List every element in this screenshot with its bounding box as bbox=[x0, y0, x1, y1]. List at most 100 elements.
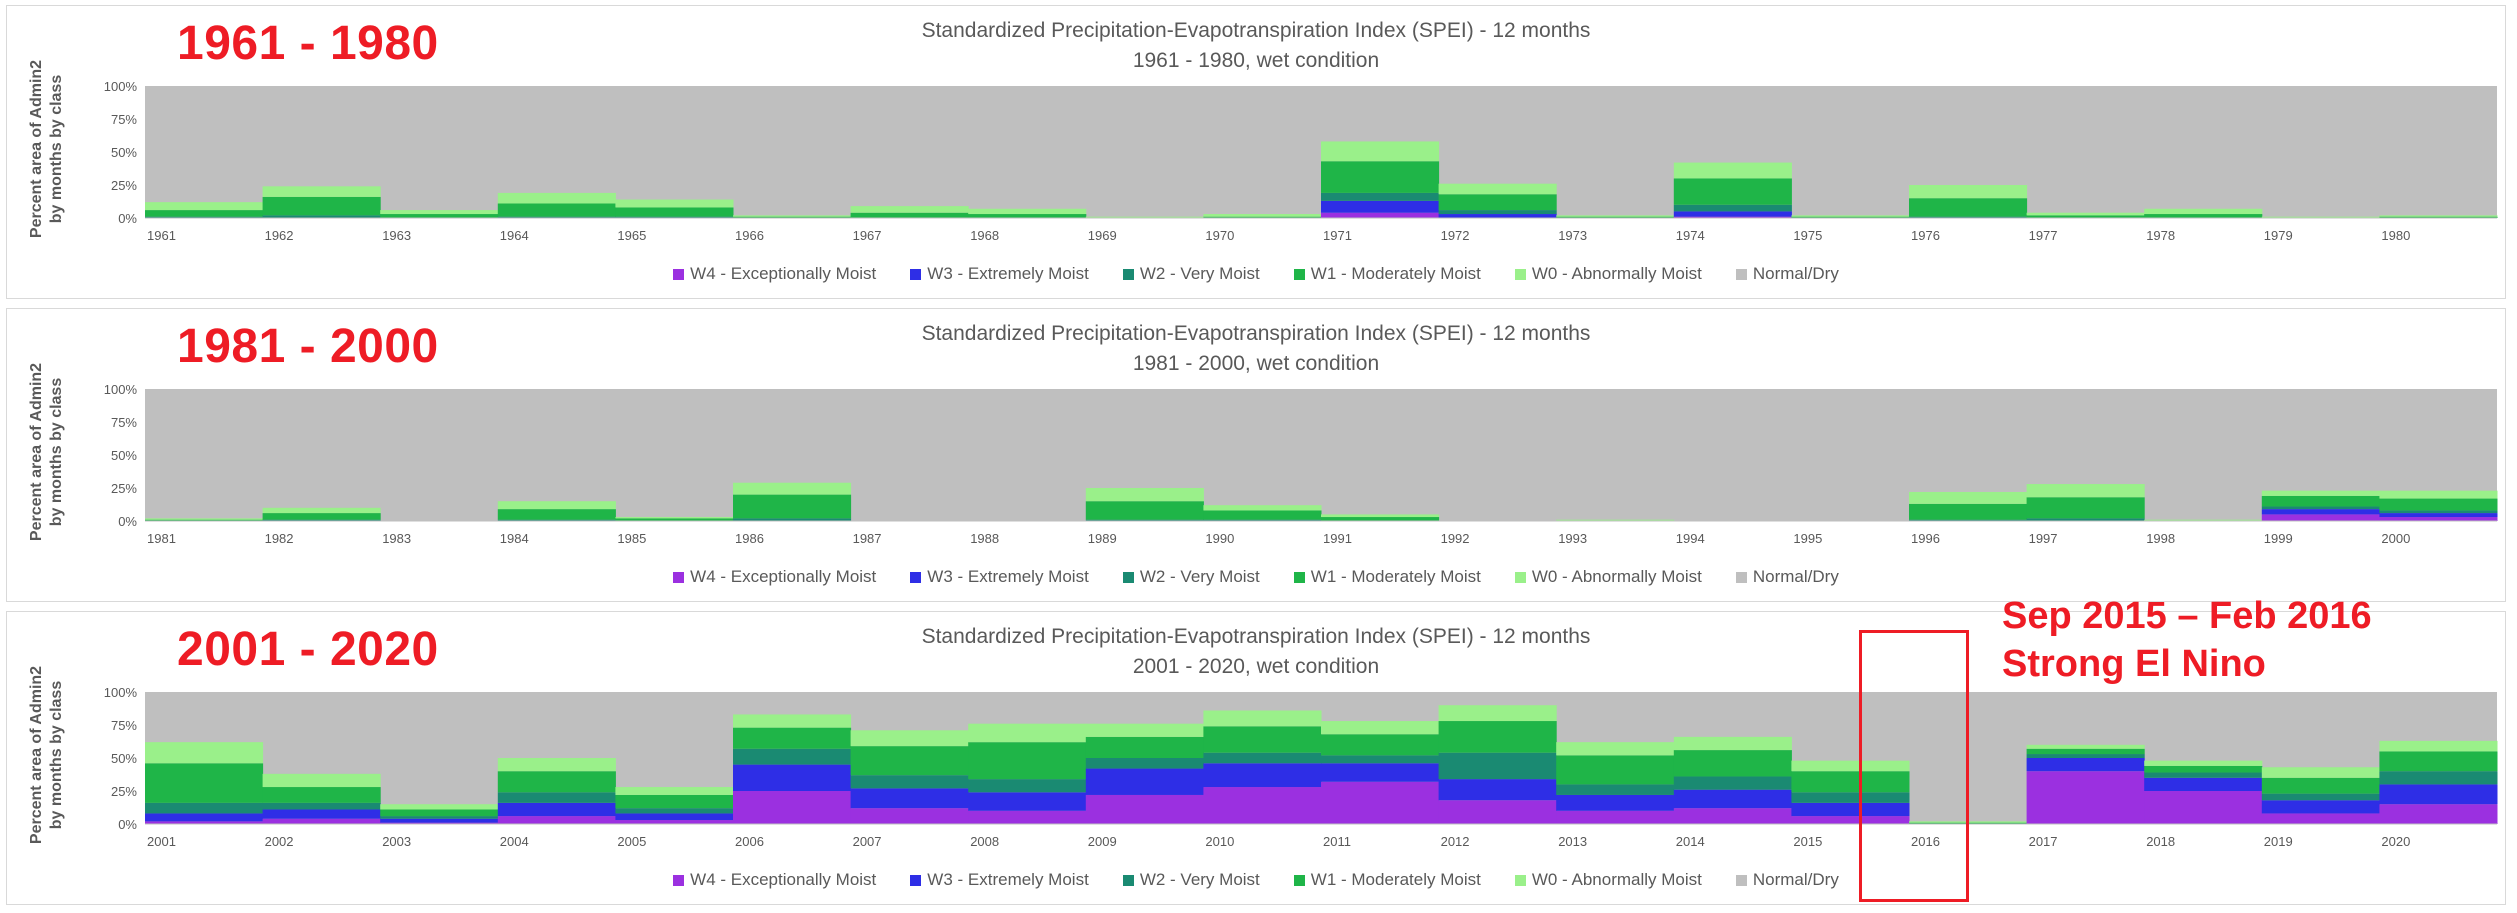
bar-segment-w1 bbox=[145, 763, 263, 803]
x-tick-label: 2014 bbox=[1676, 834, 1705, 849]
legend-label: W3 - Extremely Moist bbox=[927, 870, 1089, 890]
bar-segment-w1 bbox=[1086, 501, 1204, 519]
bar-segment-w1 bbox=[1909, 504, 2027, 520]
x-tick-label: 2019 bbox=[2264, 834, 2293, 849]
bar-segment-w4 bbox=[2262, 813, 2380, 824]
bar-segment-w0 bbox=[380, 804, 498, 809]
bar-segment-w0 bbox=[2144, 761, 2262, 766]
bar-segment-w0 bbox=[851, 206, 969, 213]
bar-segment-w4 bbox=[1321, 782, 1439, 824]
stacked-area-plot: 0%25%50%75%100%1961 1962 1963 1964 1965 1966 1… bbox=[77, 86, 2497, 246]
bar-segment-w1 bbox=[1203, 726, 1321, 752]
bar-segment-w4 bbox=[1556, 811, 1674, 824]
bar-segment-w3 bbox=[851, 788, 969, 808]
bar-segment-w1 bbox=[2379, 751, 2497, 771]
x-tick-label: 1972 bbox=[1441, 228, 1470, 243]
bar-segment-w1 bbox=[263, 513, 381, 520]
bar-segment-w1 bbox=[1439, 194, 1557, 210]
bar-segment-w0 bbox=[2379, 491, 2497, 499]
bar-segment-w0 bbox=[1556, 742, 1674, 755]
legend-label: W2 - Very Moist bbox=[1140, 264, 1260, 284]
bar-segment-w4 bbox=[2379, 804, 2497, 824]
bar-segment-w0 bbox=[1203, 214, 1321, 217]
x-tick-label: 1961 bbox=[147, 228, 176, 243]
legend-label: Normal/Dry bbox=[1753, 870, 1839, 890]
x-tick-label: 1963 bbox=[382, 228, 411, 243]
x-tick-label: 2001 bbox=[147, 834, 176, 849]
x-tick-label: 1979 bbox=[2264, 228, 2293, 243]
period-label: 2001 - 2020 bbox=[177, 622, 439, 677]
legend: W4 - Exceptionally Moist W3 - Extremely … bbox=[7, 567, 2505, 587]
bar-segment-w3 bbox=[263, 809, 381, 818]
bar-segment-w0 bbox=[1909, 492, 2027, 504]
bar-segment-w1 bbox=[1556, 755, 1674, 784]
bar-segment-w2 bbox=[1674, 205, 1792, 212]
bar-segment-w1 bbox=[1086, 737, 1204, 758]
legend-item-w1: W1 - Moderately Moist bbox=[1294, 567, 1481, 587]
bar-segment-w0 bbox=[968, 724, 1086, 742]
legend-item-w4: W4 - Exceptionally Moist bbox=[673, 870, 876, 890]
bar-segment-w1 bbox=[2144, 766, 2262, 773]
bar-segment-w0 bbox=[145, 518, 263, 519]
x-tick-label: 1967 bbox=[853, 228, 882, 243]
bar-segment-w2 bbox=[968, 779, 1086, 792]
bar-segment-w1 bbox=[1909, 198, 2027, 216]
bar-segment-w0 bbox=[1439, 184, 1557, 195]
y-tick-label: 50% bbox=[111, 751, 137, 766]
chart-panel-1981-2000: Standardized Precipitation-Evapotranspir… bbox=[6, 308, 2506, 602]
y-tick-label: 100% bbox=[104, 79, 138, 94]
x-tick-label: 2020 bbox=[2381, 834, 2410, 849]
legend-item-w3: W3 - Extremely Moist bbox=[910, 567, 1089, 587]
bar-segment-w0 bbox=[1321, 141, 1439, 161]
y-axis-label: Percent area of Admin2 by months by clas… bbox=[27, 660, 67, 850]
x-tick-label: 1989 bbox=[1088, 531, 1117, 546]
bar-segment-w1 bbox=[1203, 510, 1321, 519]
annotation-line-1: Sep 2015 – Feb 2016 bbox=[2002, 592, 2372, 640]
x-tick-label: 2005 bbox=[617, 834, 646, 849]
bar-segment-w2 bbox=[1556, 784, 1674, 795]
bar-segment-w0 bbox=[2144, 209, 2262, 214]
legend-swatch bbox=[1123, 269, 1134, 280]
bar-segment-w2 bbox=[498, 792, 616, 803]
bar-segment-w1 bbox=[498, 203, 616, 216]
bar-segment-w0 bbox=[498, 758, 616, 771]
period-label: 1961 - 1980 bbox=[177, 16, 439, 71]
x-tick-label: 1971 bbox=[1323, 228, 1352, 243]
y-axis-label: Percent area of Admin2 by months by clas… bbox=[27, 357, 67, 547]
bar-segment-w2 bbox=[851, 775, 969, 788]
x-tick-label: 1988 bbox=[970, 531, 999, 546]
bar-segment-w2 bbox=[1321, 755, 1439, 763]
y-tick-label: 75% bbox=[111, 112, 137, 127]
x-tick-label: 2013 bbox=[1558, 834, 1587, 849]
x-tick-label: 1962 bbox=[265, 228, 294, 243]
legend: W4 - Exceptionally Moist W3 - Extremely … bbox=[7, 264, 2505, 284]
legend-label: W3 - Extremely Moist bbox=[927, 264, 1089, 284]
bar-segment-w4 bbox=[968, 811, 1086, 824]
bar-segment-w3 bbox=[1439, 779, 1557, 800]
legend-label: W2 - Very Moist bbox=[1140, 870, 1260, 890]
bar-segment-w0 bbox=[733, 483, 851, 495]
x-tick-label: 1966 bbox=[735, 228, 764, 243]
x-tick-label: 1975 bbox=[1793, 228, 1822, 243]
bar-segment-w2 bbox=[1439, 210, 1557, 214]
legend-label: W1 - Moderately Moist bbox=[1311, 567, 1481, 587]
x-tick-label: 2002 bbox=[265, 834, 294, 849]
y-tick-label: 100% bbox=[104, 685, 138, 700]
legend-swatch bbox=[673, 572, 684, 583]
bar-segment-w3 bbox=[1203, 763, 1321, 787]
legend-swatch bbox=[1294, 269, 1305, 280]
bar-segment-w2 bbox=[733, 749, 851, 765]
x-tick-label: 1986 bbox=[735, 531, 764, 546]
bar-segment-w3 bbox=[733, 765, 851, 791]
x-tick-label: 2004 bbox=[500, 834, 529, 849]
x-tick-label: 1977 bbox=[2029, 228, 2058, 243]
bar-segment-w3 bbox=[2144, 778, 2262, 791]
legend-item-w4: W4 - Exceptionally Moist bbox=[673, 264, 876, 284]
y-axis-label-line2: by months by class bbox=[47, 363, 67, 541]
legend-label: W3 - Extremely Moist bbox=[927, 567, 1089, 587]
legend-swatch bbox=[1123, 875, 1134, 886]
x-tick-label: 1994 bbox=[1676, 531, 1705, 546]
x-tick-label: 1985 bbox=[617, 531, 646, 546]
bar-segment-w1 bbox=[380, 214, 498, 218]
bar-segment-w0 bbox=[145, 202, 263, 210]
